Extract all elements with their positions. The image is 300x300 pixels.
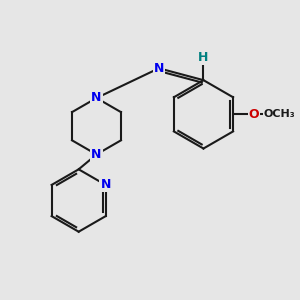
Text: H: H — [198, 51, 209, 64]
Text: N: N — [154, 62, 164, 75]
Text: O: O — [249, 108, 259, 121]
Text: OCH₃: OCH₃ — [263, 109, 295, 119]
Text: N: N — [91, 148, 102, 161]
Text: N: N — [91, 92, 102, 104]
Text: N: N — [100, 178, 111, 191]
